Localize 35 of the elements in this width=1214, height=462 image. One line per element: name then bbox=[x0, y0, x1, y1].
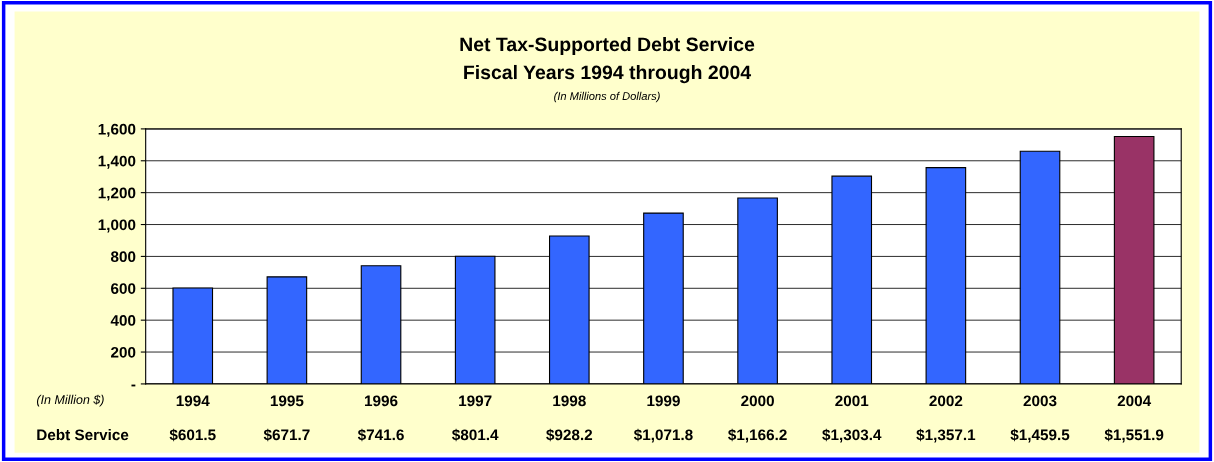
y-tick-label: 1,600 bbox=[98, 123, 136, 137]
y-tick-label: 600 bbox=[111, 283, 136, 294]
y-tick-label: 1,200 bbox=[98, 187, 136, 201]
x-tick-label: 1997 bbox=[459, 395, 492, 407]
y-tick-label: 200 bbox=[111, 346, 136, 358]
data-label: $801.4 bbox=[452, 428, 499, 442]
text: Debt Service bbox=[37, 429, 129, 441]
data-label: $1,303.4 bbox=[822, 428, 882, 443]
y-tick-label: 400 bbox=[110, 315, 136, 326]
data-label: $671.7 bbox=[263, 428, 310, 442]
x-tick-label: 1996 bbox=[365, 395, 398, 407]
x-tick-label: 2004 bbox=[1117, 395, 1152, 407]
y-tick-label: 1,400 bbox=[98, 155, 136, 169]
data-label: $741.6 bbox=[357, 428, 404, 442]
chart-subtitle: (In Millions of Dollars) bbox=[554, 91, 660, 103]
x-tick-label: 1994 bbox=[176, 395, 210, 407]
data-label: $1,551.9 bbox=[1104, 428, 1164, 443]
y-tick-label: 1,000 bbox=[98, 219, 136, 233]
x-tick-label: 1999 bbox=[647, 395, 680, 407]
data-label: $601.5 bbox=[169, 428, 216, 442]
y-tick-label: 800 bbox=[110, 251, 136, 263]
text: (In Million $) bbox=[36, 394, 104, 407]
y-tick-label: - bbox=[131, 384, 136, 387]
data-label: $1,071.8 bbox=[633, 428, 693, 443]
data-label: $928.2 bbox=[546, 428, 593, 442]
chart-title: Net Tax-Supported Debt Service Fiscal Years 1994 through 2004 bbox=[460, 36, 755, 84]
x-tick-label: 2000 bbox=[741, 395, 774, 407]
x-tick-label: 2002 bbox=[929, 395, 963, 407]
data-label: $1,459.5 bbox=[1010, 428, 1070, 443]
x-tick-label: 2003 bbox=[1023, 395, 1057, 407]
x-tick-label: 2001 bbox=[835, 395, 869, 407]
data-label: $1,357.1 bbox=[916, 428, 976, 443]
data-label: $1,166.2 bbox=[728, 428, 787, 443]
x-tick-label: 1995 bbox=[270, 395, 304, 407]
x-tick-label: 1998 bbox=[553, 395, 586, 407]
